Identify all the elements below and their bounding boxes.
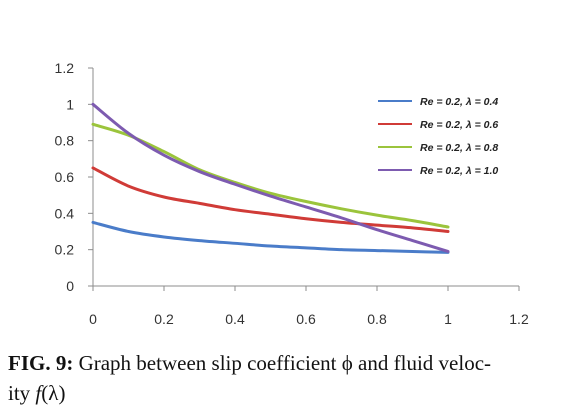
caption-function-arg: (λ) [41, 381, 66, 405]
series-line-1 [91, 220, 450, 254]
caption-text: Graph between slip coefficient ϕ and flu… [73, 351, 492, 375]
caption-label: FIG. 9: [8, 351, 74, 375]
x-tick-label: 0.2 [154, 311, 174, 327]
x-tick-label: 0.4 [225, 311, 245, 327]
x-tick-label: 0 [89, 311, 97, 327]
y-tick-label: 0.6 [55, 169, 75, 185]
y-tick-label: 0.2 [55, 242, 75, 258]
y-tick-label: 1.2 [55, 60, 75, 76]
legend-label: Re = 0.2, λ = 0.4 [420, 96, 498, 108]
x-tick-label: 1 [444, 311, 452, 327]
series-line-3 [91, 122, 450, 229]
figure-caption: FIG. 9: Graph between slip coefficient ϕ… [8, 348, 578, 408]
y-tick-label: 0.4 [55, 205, 75, 221]
chart-axes: 0 0.2 0.4 0.6 0.8 1 1.2 0 0.2 0.4 0.6 0.8 1 1.2 [55, 60, 529, 327]
y-tick-label: 0 [66, 278, 74, 294]
y-tick-label: 0.8 [55, 133, 75, 149]
series-line-2 [91, 166, 450, 233]
legend-label: Re = 0.2, λ = 0.8 [420, 142, 498, 154]
series-line-4 [91, 102, 450, 253]
caption-function: f [35, 381, 42, 405]
caption-line2-prefix: ity [8, 381, 36, 405]
y-tick-label: 1 [66, 96, 74, 112]
x-tick-label: 0.6 [296, 311, 316, 327]
chart-legend: Re = 0.2, λ = 0.4 Re = 0.2, λ = 0.6 Re = 0… [378, 96, 498, 177]
legend-label: Re = 0.2, λ = 1.0 [420, 165, 498, 177]
chart-series [91, 102, 450, 254]
line-chart: 0 0.2 0.4 0.6 0.8 1 1.2 0 0.2 0.4 0.6 0.8 1 1.2 Re = … [55, 60, 529, 327]
x-tick-label: 0.8 [367, 311, 387, 327]
x-tick-label: 1.2 [509, 311, 529, 327]
legend-label: Re = 0.2, λ = 0.6 [420, 119, 498, 131]
